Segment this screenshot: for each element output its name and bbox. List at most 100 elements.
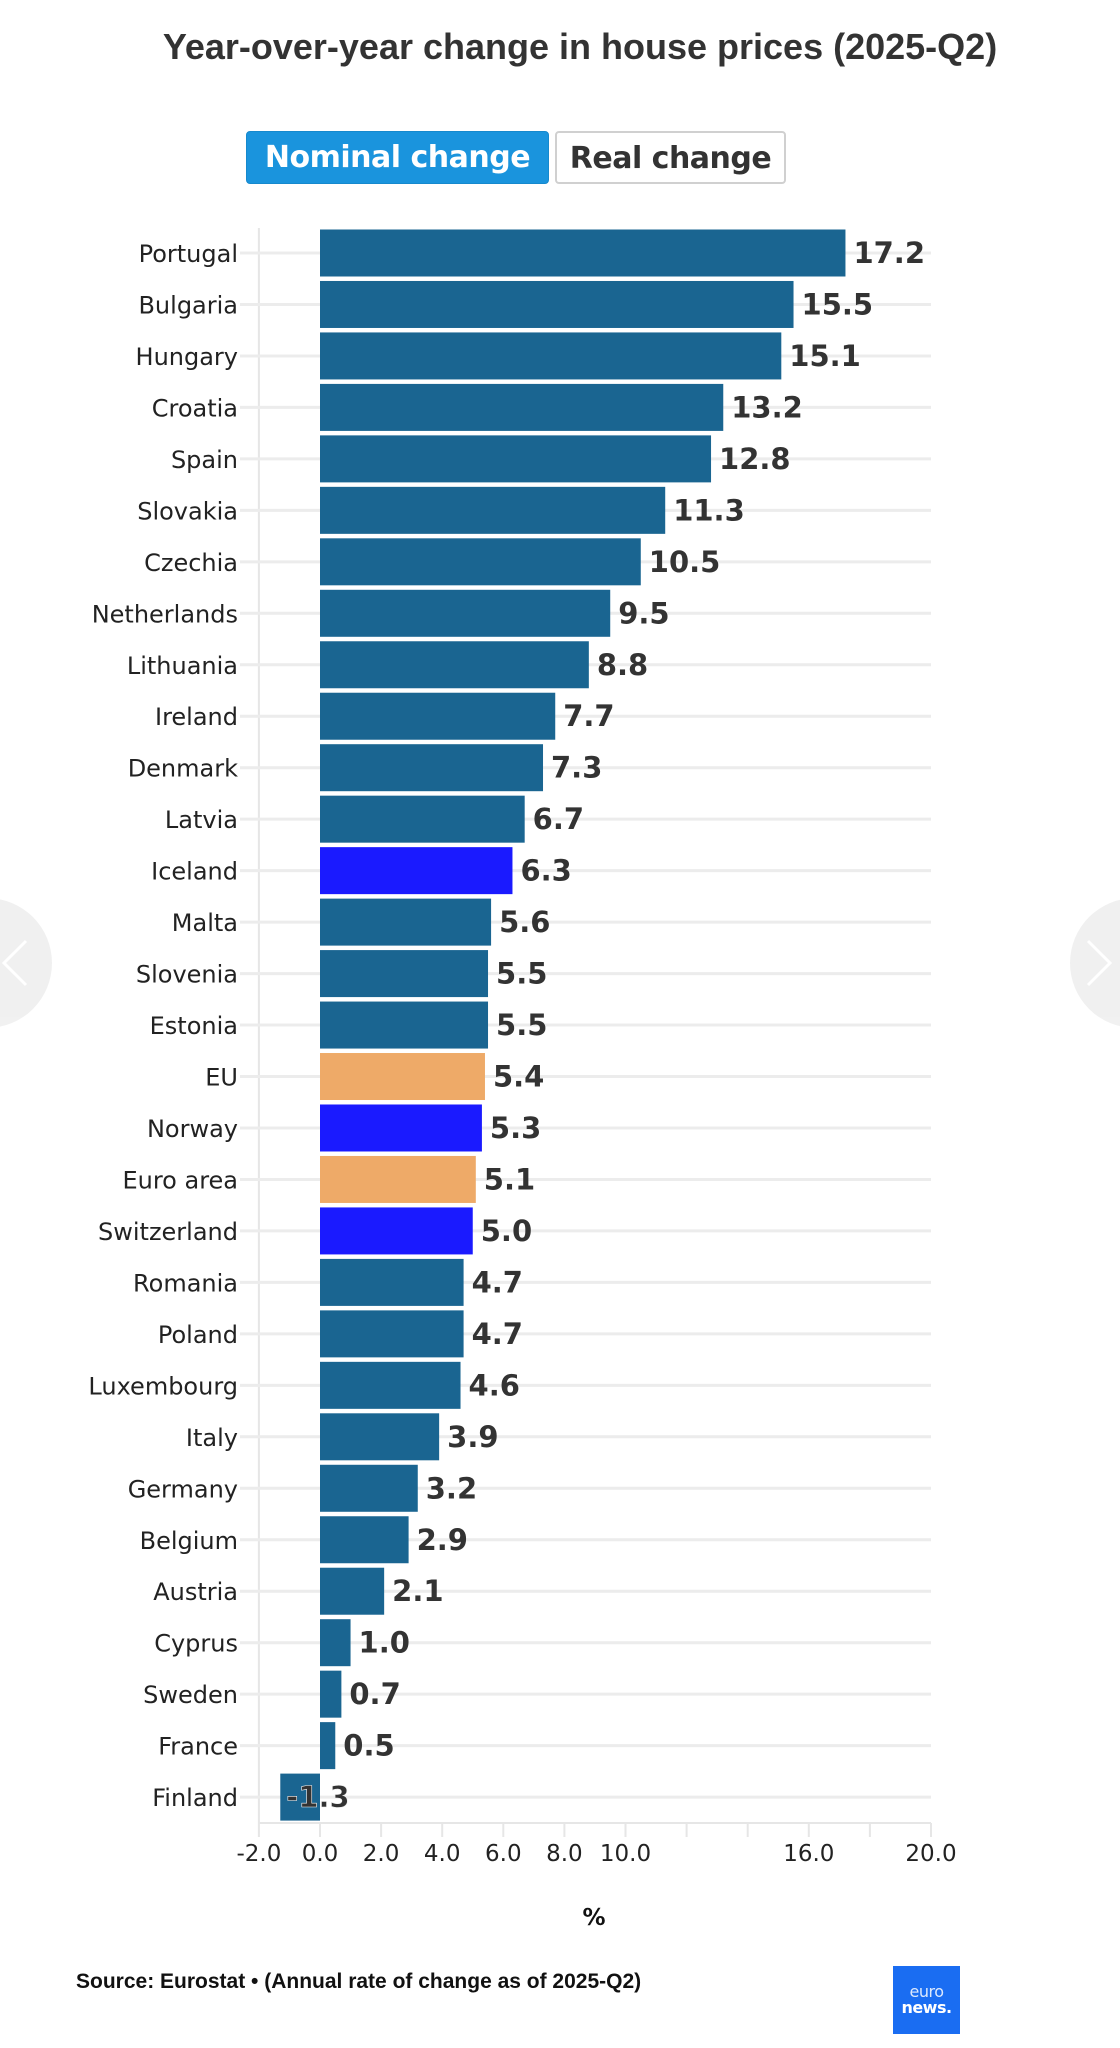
bar-czechia[interactable] <box>320 538 641 586</box>
bar-slovakia[interactable] <box>320 486 666 534</box>
value-label: 1.0 <box>359 1626 410 1660</box>
value-label: 2.1 <box>392 1574 443 1608</box>
bar-lithuania[interactable] <box>320 641 589 689</box>
nominal-change-button[interactable]: Nominal change <box>246 131 549 184</box>
bar-slovenia[interactable] <box>320 950 489 998</box>
category-label: Sweden <box>143 1681 238 1709</box>
category-label: Finland <box>152 1784 238 1812</box>
category-label: Bulgaria <box>138 291 238 319</box>
bar-norway[interactable] <box>320 1104 482 1152</box>
bar-france[interactable] <box>320 1722 336 1770</box>
category-label: Slovakia <box>137 497 238 525</box>
x-tick-label: 20.0 <box>905 1841 956 1867</box>
euronews-logo[interactable]: euro news. <box>893 1966 960 2034</box>
value-label: 4.7 <box>472 1317 523 1351</box>
category-label: Switzerland <box>98 1218 238 1246</box>
x-axis-title: % <box>582 1905 605 1931</box>
value-label: 5.4 <box>493 1060 544 1094</box>
bar-finland[interactable] <box>280 1773 320 1821</box>
value-label: 3.2 <box>426 1471 477 1505</box>
bar-malta[interactable] <box>320 898 492 946</box>
bar-bulgaria[interactable] <box>320 280 794 328</box>
bar-ireland[interactable] <box>320 692 556 740</box>
x-tick-label: 2.0 <box>363 1841 400 1867</box>
value-label: 17.2 <box>853 236 925 270</box>
value-label: 0.7 <box>349 1677 400 1711</box>
category-label: Slovenia <box>136 961 238 989</box>
bar-italy[interactable] <box>320 1413 440 1461</box>
bar-switzerland[interactable] <box>320 1207 473 1255</box>
category-label: EU <box>205 1064 238 1092</box>
real-change-button[interactable]: Real change <box>555 131 786 184</box>
value-label: 13.2 <box>731 390 803 424</box>
value-label: 6.7 <box>533 802 584 836</box>
category-label: Cyprus <box>154 1630 238 1658</box>
category-label: Luxembourg <box>88 1372 238 1400</box>
source-note: Source: Eurostat • (Annual rate of chang… <box>76 1970 642 1993</box>
bar-latvia[interactable] <box>320 795 525 843</box>
category-label: Norway <box>147 1115 238 1143</box>
category-label: Iceland <box>151 858 238 886</box>
category-label: Germany <box>128 1475 238 1503</box>
x-tick-label: 4.0 <box>424 1841 461 1867</box>
category-label: Spain <box>171 446 238 474</box>
value-label: -1.3 <box>286 1780 349 1814</box>
bar-portugal[interactable] <box>320 229 846 277</box>
bar-belgium[interactable] <box>320 1516 409 1564</box>
category-label: Latvia <box>165 806 238 834</box>
bar-eu[interactable] <box>320 1053 485 1101</box>
bar-iceland[interactable] <box>320 847 513 895</box>
x-tick-label: 8.0 <box>546 1841 583 1867</box>
category-label: Poland <box>158 1321 238 1349</box>
category-label: Netherlands <box>92 600 238 628</box>
value-label: 7.3 <box>551 751 602 785</box>
value-label: 8.8 <box>597 648 648 682</box>
bar-cyprus[interactable] <box>320 1619 351 1667</box>
value-label: 5.5 <box>496 957 547 991</box>
bar-spain[interactable] <box>320 435 712 483</box>
bar-romania[interactable] <box>320 1258 464 1306</box>
value-label: 11.3 <box>673 493 745 527</box>
value-label: 15.1 <box>789 339 861 373</box>
chevron-left-icon <box>1 939 28 987</box>
bar-euro-area[interactable] <box>320 1155 476 1203</box>
bar-croatia[interactable] <box>320 383 724 431</box>
value-label: 6.3 <box>520 854 571 888</box>
x-axis: -2.0 0.0 2.0 4.0 6.0 8.0 10.0 16.0 20.0 <box>236 1822 957 1867</box>
x-tick-label: 0.0 <box>302 1841 339 1867</box>
x-tick-label: 6.0 <box>485 1841 522 1867</box>
category-label: Belgium <box>140 1527 238 1555</box>
value-label: 2.9 <box>417 1523 468 1557</box>
bar-germany[interactable] <box>320 1464 418 1512</box>
logo-line-2: news. <box>901 1998 952 2017</box>
chart-title: Year-over-year change in house prices (2… <box>80 24 1080 70</box>
category-label: Estonia <box>150 1012 238 1040</box>
value-label: 5.6 <box>499 905 550 939</box>
bar-luxembourg[interactable] <box>320 1361 461 1409</box>
category-label: France <box>158 1733 238 1761</box>
bar-austria[interactable] <box>320 1567 385 1615</box>
bars <box>280 229 846 1821</box>
value-label: 5.5 <box>496 1008 547 1042</box>
bar-netherlands[interactable] <box>320 589 611 637</box>
value-label: 9.5 <box>618 596 669 630</box>
category-label: Czechia <box>144 549 238 577</box>
category-label: Hungary <box>136 343 238 371</box>
value-label: 3.9 <box>447 1420 498 1454</box>
bar-hungary[interactable] <box>320 332 782 380</box>
category-label: Euro area <box>122 1166 238 1194</box>
category-label: Lithuania <box>127 652 238 680</box>
value-label: 7.7 <box>563 699 614 733</box>
value-label: 12.8 <box>719 442 791 476</box>
bar-poland[interactable] <box>320 1310 464 1358</box>
x-tick-label: -2.0 <box>236 1841 281 1867</box>
category-label: Romania <box>133 1269 238 1297</box>
bar-sweden[interactable] <box>320 1670 342 1718</box>
value-label: 5.1 <box>484 1162 535 1196</box>
bar-denmark[interactable] <box>320 744 544 792</box>
value-label: 5.3 <box>490 1111 541 1145</box>
category-label: Portugal <box>139 240 238 268</box>
value-label: 4.6 <box>469 1368 520 1402</box>
category-label: Italy <box>186 1424 238 1452</box>
bar-estonia[interactable] <box>320 1001 489 1049</box>
